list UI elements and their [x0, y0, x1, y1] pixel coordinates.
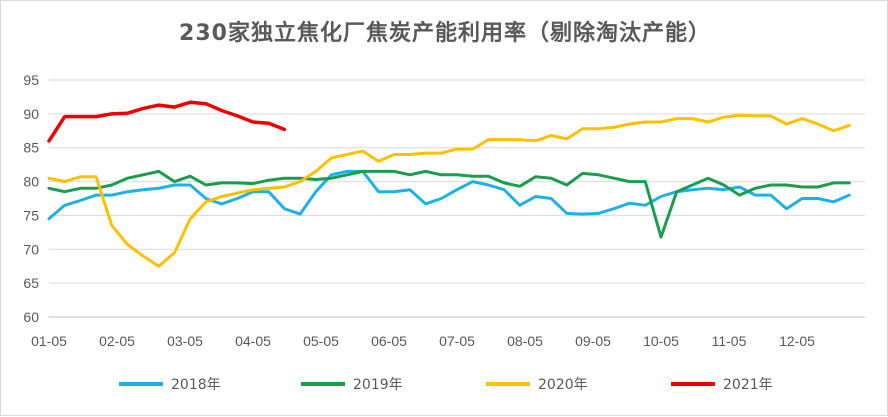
y-tick-label: 85 — [23, 140, 39, 156]
legend-item: 2018年 — [119, 377, 221, 393]
legend-label: 2020年 — [538, 377, 588, 393]
y-tick-label: 70 — [23, 241, 39, 257]
x-tick-label: 01-05 — [31, 333, 67, 349]
legend-item: 2021年 — [671, 377, 773, 393]
legend-label: 2019年 — [353, 377, 403, 393]
x-tick-label: 09-05 — [575, 333, 611, 349]
y-tick-label: 95 — [23, 72, 39, 88]
x-tick-labels: 01-05 02-05 03-05 04-05 05-05 06-05 07-05 08-05… — [31, 333, 815, 349]
legend: 2018年 2019年 2020年 2021年 — [119, 377, 773, 393]
x-tick-label: 05-05 — [303, 333, 339, 349]
x-tick-label: 06-05 — [371, 333, 407, 349]
x-tick-label: 11-05 — [712, 333, 747, 349]
legend-label: 2021年 — [723, 377, 773, 393]
y-tick-label: 60 — [23, 309, 39, 325]
y-tick-label: 80 — [23, 174, 39, 190]
x-tick-label: 03-05 — [167, 333, 203, 349]
x-tick-label: 12-05 — [779, 333, 815, 349]
series-line-2018年 — [47, 169, 851, 221]
x-tick-label: 04-05 — [235, 333, 271, 349]
x-tick-label: 10-05 — [643, 333, 679, 349]
legend-item: 2019年 — [301, 377, 403, 393]
series-lines — [47, 100, 851, 268]
y-tick-label: 90 — [23, 106, 39, 122]
series-line-2021年 — [47, 100, 287, 143]
legend-item: 2020年 — [486, 377, 588, 393]
y-tick-labels: 60 65 70 75 80 85 90 95 — [23, 72, 39, 325]
x-tick-label: 02-05 — [99, 333, 135, 349]
x-tick-label: 07-05 — [439, 333, 475, 349]
y-tick-label: 65 — [23, 275, 39, 291]
series-line-2019年 — [47, 169, 851, 239]
chart-title: 230家独立焦化厂焦炭产能利用率（剔除淘汰产能） — [179, 21, 711, 46]
x-tick-label: 08-05 — [507, 333, 543, 349]
series-line-2020年 — [47, 113, 851, 268]
y-tick-label: 75 — [23, 207, 39, 223]
legend-label: 2018年 — [171, 377, 221, 393]
